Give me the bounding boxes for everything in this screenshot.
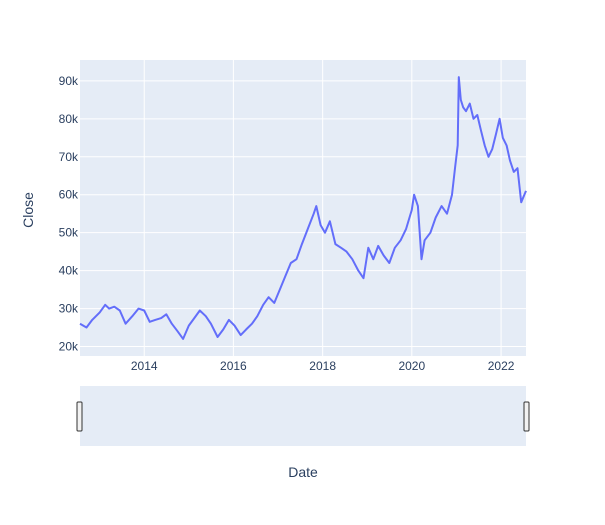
y-tick-label: 70k bbox=[59, 150, 79, 164]
y-tick-label: 40k bbox=[59, 264, 79, 278]
x-tick-label: 2022 bbox=[488, 359, 515, 373]
series-line bbox=[79, 76, 527, 340]
tick-labels: 20k 30k 40k 50k 60k 70k 80k 90k 2014 2016 2018 2020… bbox=[59, 74, 515, 373]
x-tick-label: 2020 bbox=[398, 359, 425, 373]
y-tick-label: 80k bbox=[59, 112, 79, 126]
range-slider-right-handle[interactable] bbox=[523, 401, 530, 432]
y-axis-title: Close bbox=[20, 192, 36, 228]
x-axis-title: Date bbox=[288, 464, 318, 480]
y-tick-label: 20k bbox=[59, 340, 79, 354]
x-tick-label: 2018 bbox=[309, 359, 336, 373]
range-slider-track[interactable] bbox=[80, 386, 526, 446]
x-tick-label: 2016 bbox=[220, 359, 247, 373]
y-tick-label: 90k bbox=[59, 74, 79, 88]
y-tick-label: 50k bbox=[59, 226, 79, 240]
series-layer bbox=[79, 76, 527, 340]
range-slider[interactable] bbox=[76, 386, 530, 446]
gridlines bbox=[80, 60, 526, 356]
range-slider-left-handle[interactable] bbox=[76, 401, 83, 432]
plot-area bbox=[80, 60, 526, 356]
y-tick-label: 60k bbox=[59, 188, 79, 202]
x-tick-label: 2014 bbox=[131, 359, 158, 373]
y-tick-label: 30k bbox=[59, 302, 79, 316]
